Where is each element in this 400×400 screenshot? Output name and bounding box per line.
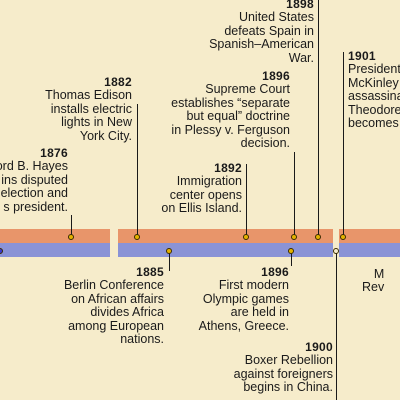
event-year: 1882 [104, 75, 132, 89]
marker-left-edge [0, 248, 3, 254]
event-text: Supreme Court establishes “separate but … [171, 82, 290, 151]
event-1876: 1876 ord B. Hayes ins disputed election … [0, 146, 68, 214]
event-year: 1892 [214, 161, 242, 175]
connector-line-1885 [169, 251, 170, 271]
event-year: 1898 [286, 0, 314, 11]
marker-1885 [166, 248, 172, 254]
connector-line-1900 [336, 251, 337, 400]
connector-line-1898 [318, 0, 319, 237]
event-text: Immigration center opens on Ellis Island… [161, 174, 242, 216]
marker-1898 [315, 234, 321, 240]
event-text: Berlin Conference on African affairs div… [63, 278, 164, 347]
event-1892: 1892 Immigration center opens on Ellis I… [161, 161, 242, 216]
event-year: 1885 [136, 265, 164, 279]
marker-1901 [340, 234, 346, 240]
connector-line-1876 [71, 215, 72, 237]
connector-line-1892 [246, 164, 247, 237]
marker-1876 [68, 234, 74, 240]
marker-1896 [291, 234, 297, 240]
event-text: President McKinley assassina Theodore be… [348, 62, 400, 131]
timeline-gap [110, 226, 118, 260]
event-cut-off: M Rev [362, 267, 385, 295]
marker-1892 [243, 234, 249, 240]
event-1898: 1898 United States defeats Spain in Span… [209, 0, 314, 65]
timeline-band-top [0, 229, 400, 243]
connector-line-1896 [294, 152, 295, 237]
event-1896-court: 1896 Supreme Court establishes “separate… [171, 69, 290, 151]
timeline-gap [333, 226, 339, 260]
event-year: 1901 [348, 49, 376, 63]
timeline-band-bottom [0, 243, 400, 257]
connector-line-1901 [343, 52, 344, 237]
event-1901: 1901 President McKinley assassina Theodo… [348, 49, 400, 131]
event-1885: 1885 Berlin Conference on African affair… [63, 265, 164, 347]
event-text: Thomas Edison installs electric lights i… [45, 88, 132, 143]
event-1900: 1900 Boxer Rebellion against foreigners … [233, 340, 333, 395]
event-1882: 1882 Thomas Edison installs electric lig… [45, 75, 132, 143]
event-text: ord B. Hayes ins disputed election and s… [0, 159, 68, 214]
connector-line-1896-olympics [291, 251, 292, 266]
event-text: M Rev [362, 267, 385, 295]
event-text: Boxer Rebellion against foreigners begin… [233, 353, 333, 395]
event-year: 1900 [305, 340, 333, 354]
event-year: 1876 [40, 146, 68, 160]
marker-1896-olympics [288, 248, 294, 254]
event-text: United States defeats Spain in Spanish–A… [209, 10, 314, 65]
marker-1900 [333, 248, 339, 254]
event-year: 1896 [262, 69, 290, 83]
marker-1882 [134, 234, 140, 240]
event-year: 1896 [261, 265, 289, 279]
event-1896-olympics: 1896 First modern Olympic games are held… [198, 265, 289, 333]
event-text: First modern Olympic games are held in A… [198, 278, 289, 333]
connector-line-1882 [137, 104, 138, 237]
